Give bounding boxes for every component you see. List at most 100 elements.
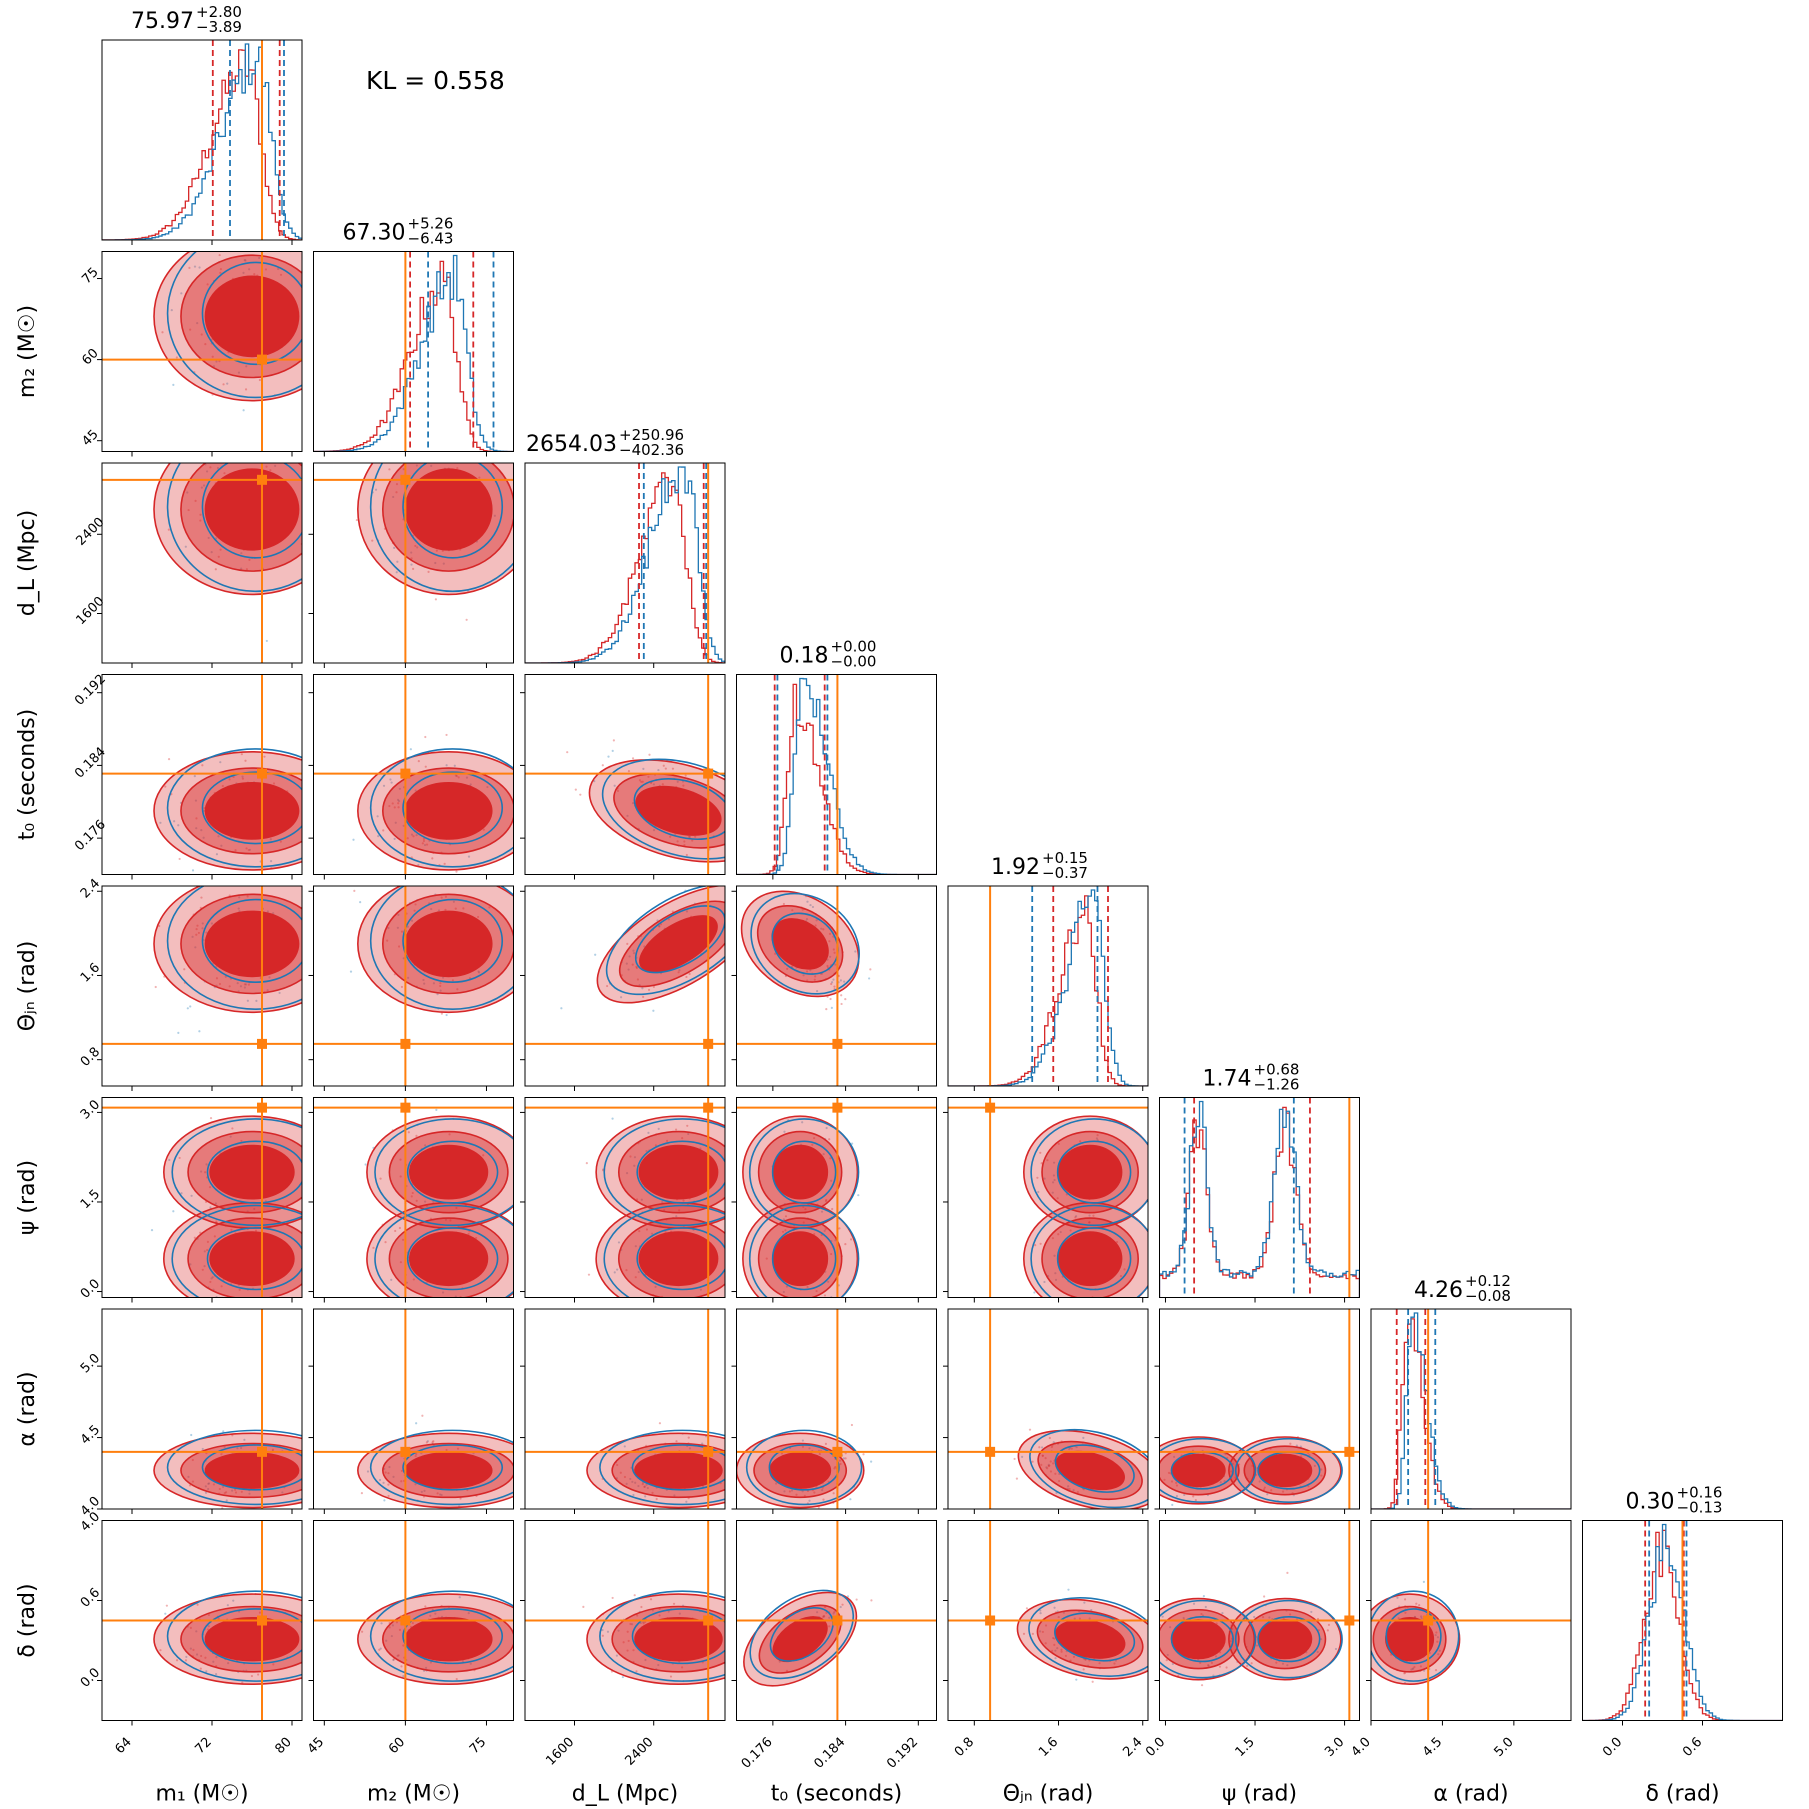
- contour-blue: [1170, 1616, 1234, 1663]
- minus-error-m2: −6.43: [408, 230, 454, 248]
- sample-point: [1048, 1436, 1051, 1440]
- panel-frame: [101, 1308, 303, 1510]
- sample-point: [425, 843, 429, 846]
- sample-point: [838, 1227, 841, 1230]
- sample-point: [232, 775, 235, 779]
- sample-point: [200, 1170, 203, 1173]
- sample-point: [397, 802, 400, 805]
- sample-point: [214, 1673, 218, 1676]
- sample-point: [215, 1220, 218, 1223]
- contour-blue: [603, 1118, 725, 1227]
- sample-point: [207, 1487, 210, 1491]
- sample-point: [636, 978, 639, 981]
- sample-point: [406, 837, 409, 840]
- sample-point: [225, 1499, 228, 1502]
- contour-blue: [369, 1590, 514, 1682]
- sample-point: [1088, 1617, 1091, 1620]
- sample-point: [442, 562, 445, 565]
- sample-point: [426, 1440, 429, 1443]
- sample-point: [1045, 1466, 1048, 1469]
- sample-point: [195, 827, 198, 830]
- sample-point: [215, 977, 219, 980]
- y-axis-label-psi: ψ (rad): [15, 1160, 40, 1235]
- sample-point: [212, 365, 216, 368]
- sample-point: [1250, 1662, 1253, 1665]
- sample-point: [601, 764, 604, 767]
- sample-point: [1316, 1650, 1319, 1654]
- sample-point: [393, 806, 396, 809]
- sample-point: [1202, 1595, 1205, 1598]
- sample-point: [388, 804, 391, 808]
- sample-point: [1419, 1615, 1423, 1618]
- sample-point: [855, 1598, 858, 1601]
- sample-point: [606, 1630, 610, 1633]
- sample-point: [1320, 1468, 1323, 1471]
- sample-point: [825, 1198, 828, 1202]
- sample-point: [266, 989, 269, 992]
- sample-point: [210, 1277, 213, 1280]
- panel-frame: [101, 1520, 303, 1721]
- sample-point: [839, 1462, 842, 1466]
- sample-point: [671, 767, 675, 770]
- sample-point: [813, 978, 816, 981]
- sample-point: [427, 570, 430, 574]
- sample-point: [802, 974, 805, 977]
- panel-frame: [947, 1520, 1149, 1721]
- contour-blue: [369, 748, 514, 868]
- sample-point: [246, 895, 249, 898]
- sample-point: [1056, 1647, 1059, 1650]
- contour-blue: [1056, 1227, 1132, 1291]
- sample-point: [201, 1447, 204, 1451]
- sample-point: [205, 1163, 208, 1166]
- sample-point: [1412, 1667, 1415, 1670]
- sample-point: [399, 1261, 402, 1264]
- contour-blue: [771, 1140, 837, 1204]
- sample-point: [377, 835, 380, 838]
- sample-point: [391, 802, 394, 805]
- sample-point: [469, 1662, 472, 1665]
- plus-error-dL: +250.96: [619, 426, 684, 444]
- sample-point: [1165, 1659, 1168, 1662]
- median-title-dL: 2654.03: [526, 432, 617, 457]
- sample-point: [221, 1485, 225, 1489]
- scatter-panel-m2-theta_jn: [308, 885, 514, 1091]
- sample-point: [414, 1483, 417, 1486]
- sample-point: [1289, 1442, 1292, 1445]
- truth-marker: [703, 1615, 714, 1626]
- sample-point: [387, 1494, 390, 1498]
- sample-point: [431, 857, 434, 860]
- sample-point: [217, 1617, 220, 1620]
- sample-point: [627, 769, 631, 773]
- contour-blue: [166, 251, 302, 399]
- sample-point: [394, 821, 397, 824]
- sample-point: [669, 1675, 673, 1678]
- sample-point: [206, 283, 209, 286]
- sample-point: [380, 1622, 383, 1625]
- sample-point: [205, 470, 209, 473]
- sample-point: [676, 840, 679, 843]
- sample-point: [834, 1465, 837, 1469]
- sample-point: [378, 1648, 381, 1651]
- sample-point: [1225, 1666, 1228, 1669]
- sample-point: [238, 1288, 241, 1291]
- sample-point: [870, 1599, 873, 1602]
- median-title-psi: 1.74: [1203, 1067, 1252, 1092]
- sample-point: [619, 1471, 622, 1474]
- sample-point: [838, 1459, 842, 1462]
- sample-point: [246, 999, 249, 1002]
- sample-point: [823, 1229, 826, 1233]
- sample-point: [175, 1659, 179, 1662]
- sample-point: [1059, 1230, 1062, 1234]
- sample-point: [209, 1280, 212, 1284]
- contour-red: [635, 785, 722, 836]
- sample-point: [587, 1273, 591, 1276]
- sample-point: [1067, 1485, 1070, 1488]
- sample-point: [196, 924, 199, 927]
- contour-red: [204, 1616, 300, 1662]
- sample-point: [244, 259, 247, 262]
- sample-point: [445, 764, 448, 767]
- sample-point: [823, 1615, 826, 1618]
- sample-point: [204, 343, 207, 346]
- sample-point: [822, 1614, 825, 1618]
